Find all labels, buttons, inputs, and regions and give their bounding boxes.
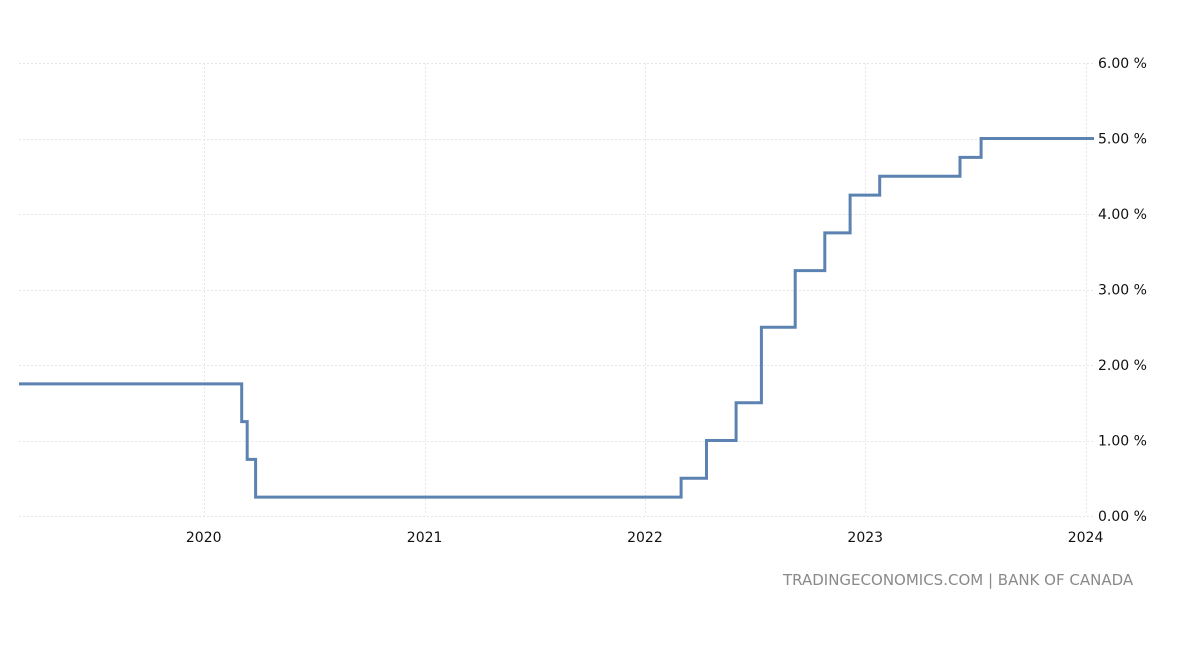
y-axis-ticks: 0.00 % 1.00 % 2.00 % 3.00 % 4.00 % 5.00 % 6.00… bbox=[1098, 56, 1147, 525]
source-credit: TRADINGECONOMICS.COM | BANK OF CANADA bbox=[783, 571, 1134, 589]
x-tick-label: 2022 bbox=[627, 530, 663, 546]
x-tick-label: 2021 bbox=[407, 530, 443, 546]
y-tick-label: 2.00 % bbox=[1098, 358, 1147, 374]
x-tick-label: 2023 bbox=[847, 530, 883, 546]
x-axis-ticks: 2020 2021 2022 2023 2024 bbox=[186, 530, 1104, 546]
y-tick-label: 1.00 % bbox=[1098, 434, 1147, 450]
y-tick-label: 4.00 % bbox=[1098, 207, 1147, 223]
series-layer bbox=[19, 137, 1094, 499]
y-tick-label: 0.00 % bbox=[1098, 509, 1147, 525]
series-line bbox=[19, 137, 1094, 499]
y-tick-label: 5.00 % bbox=[1098, 132, 1147, 148]
x-tick-label: 2020 bbox=[186, 530, 222, 546]
x-tick-label: 2024 bbox=[1068, 530, 1104, 546]
grid-layer bbox=[19, 63, 1094, 517]
y-tick-label: 3.00 % bbox=[1098, 283, 1147, 299]
y-tick-label: 6.00 % bbox=[1098, 56, 1147, 72]
